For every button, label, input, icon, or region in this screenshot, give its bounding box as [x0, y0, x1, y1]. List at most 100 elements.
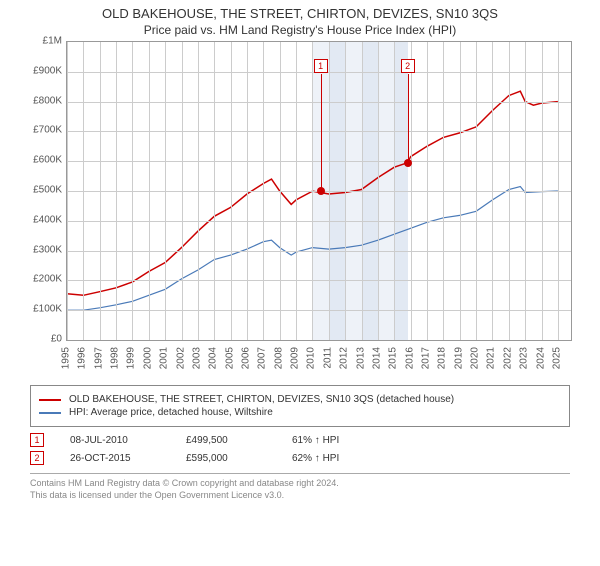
sale-marker-dot — [404, 159, 412, 167]
legend-item-hpi: HPI: Average price, detached house, Wilt… — [39, 407, 561, 418]
gridline-v — [198, 42, 199, 340]
gridline-v — [329, 42, 330, 340]
gridline-v — [492, 42, 493, 340]
gridline-h — [67, 131, 571, 132]
gridline-v — [476, 42, 477, 340]
gridline-h — [67, 161, 571, 162]
footer: Contains HM Land Registry data © Crown c… — [30, 473, 570, 501]
x-axis-label: 2002 — [175, 347, 186, 369]
x-axis-label: 2005 — [224, 347, 235, 369]
legend-swatch-property — [39, 399, 61, 401]
plot-area: 12 — [66, 41, 572, 341]
chart-area: 12 £0£100K£200K£300K£400K£500K£600K£700K… — [20, 41, 580, 381]
x-axis-label: 2001 — [159, 347, 170, 369]
y-axis-label: £800K — [22, 95, 62, 106]
x-axis-label: 2022 — [502, 347, 513, 369]
gridline-v — [378, 42, 379, 340]
gridline-v — [345, 42, 346, 340]
gridline-v — [460, 42, 461, 340]
sale-row-1: 1 08-JUL-2010 £499,500 61% ↑ HPI — [30, 433, 570, 447]
sale-rel: 62% ↑ HPI — [292, 453, 339, 464]
x-axis-label: 1999 — [126, 347, 137, 369]
x-axis-label: 2010 — [306, 347, 317, 369]
x-axis-label: 2019 — [453, 347, 464, 369]
x-axis-label: 1997 — [93, 347, 104, 369]
footer-line-1: Contains HM Land Registry data © Crown c… — [30, 478, 570, 490]
gridline-v — [83, 42, 84, 340]
gridline-v — [558, 42, 559, 340]
y-axis-label: £600K — [22, 155, 62, 166]
gridline-v — [100, 42, 101, 340]
gridline-h — [67, 251, 571, 252]
sale-marker-icon: 1 — [30, 433, 44, 447]
sale-marker-box: 1 — [314, 59, 328, 73]
gridline-v — [427, 42, 428, 340]
gridline-v — [411, 42, 412, 340]
gridline-h — [67, 280, 571, 281]
x-axis-label: 2023 — [519, 347, 530, 369]
sale-marker-dot — [317, 187, 325, 195]
x-axis-label: 2012 — [339, 347, 350, 369]
y-axis-label: £1M — [22, 36, 62, 47]
gridline-v — [280, 42, 281, 340]
gridline-v — [542, 42, 543, 340]
x-axis-label: 2016 — [404, 347, 415, 369]
gridline-v — [214, 42, 215, 340]
legend-item-property: OLD BAKEHOUSE, THE STREET, CHIRTON, DEVI… — [39, 394, 561, 405]
x-axis-label: 2006 — [241, 347, 252, 369]
gridline-v — [362, 42, 363, 340]
legend-swatch-hpi — [39, 412, 61, 414]
y-axis-label: £100K — [22, 304, 62, 315]
y-axis-label: £200K — [22, 274, 62, 285]
x-axis-label: 2011 — [322, 347, 333, 369]
sale-date: 26-OCT-2015 — [70, 453, 160, 464]
sale-row-2: 2 26-OCT-2015 £595,000 62% ↑ HPI — [30, 451, 570, 465]
x-axis-label: 2008 — [273, 347, 284, 369]
x-axis-label: 2017 — [421, 347, 432, 369]
x-axis-label: 2020 — [470, 347, 481, 369]
x-axis-label: 2018 — [437, 347, 448, 369]
x-axis-label: 2015 — [388, 347, 399, 369]
gridline-h — [67, 102, 571, 103]
x-axis-label: 2007 — [257, 347, 268, 369]
sales-table: 1 08-JUL-2010 £499,500 61% ↑ HPI 2 26-OC… — [30, 433, 570, 465]
y-axis-label: £400K — [22, 214, 62, 225]
sale-marker-line — [408, 74, 409, 163]
chart-subtitle: Price paid vs. HM Land Registry's House … — [0, 23, 600, 37]
sale-marker-icon: 2 — [30, 451, 44, 465]
x-axis-label: 2014 — [371, 347, 382, 369]
chart-title: OLD BAKEHOUSE, THE STREET, CHIRTON, DEVI… — [0, 6, 600, 21]
gridline-v — [182, 42, 183, 340]
gridline-v — [394, 42, 395, 340]
gridline-v — [525, 42, 526, 340]
gridline-v — [247, 42, 248, 340]
y-axis-label: £300K — [22, 244, 62, 255]
gridline-v — [263, 42, 264, 340]
gridline-h — [67, 221, 571, 222]
sale-marker-box: 2 — [401, 59, 415, 73]
x-axis-label: 2013 — [355, 347, 366, 369]
gridline-v — [67, 42, 68, 340]
legend-box: OLD BAKEHOUSE, THE STREET, CHIRTON, DEVI… — [30, 385, 570, 427]
legend-label-hpi: HPI: Average price, detached house, Wilt… — [69, 407, 273, 418]
x-axis-label: 2024 — [535, 347, 546, 369]
sale-rel: 61% ↑ HPI — [292, 435, 339, 446]
x-axis-label: 2025 — [551, 347, 562, 369]
sale-price: £499,500 — [186, 435, 266, 446]
x-axis-label: 1995 — [61, 347, 72, 369]
gridline-v — [509, 42, 510, 340]
gridline-v — [165, 42, 166, 340]
x-axis-label: 2009 — [290, 347, 301, 369]
footer-line-2: This data is licensed under the Open Gov… — [30, 490, 570, 502]
x-axis-label: 1998 — [110, 347, 121, 369]
gridline-v — [443, 42, 444, 340]
gridline-v — [231, 42, 232, 340]
sale-date: 08-JUL-2010 — [70, 435, 160, 446]
sale-price: £595,000 — [186, 453, 266, 464]
y-axis-label: £900K — [22, 65, 62, 76]
y-axis-label: £700K — [22, 125, 62, 136]
x-axis-label: 1996 — [77, 347, 88, 369]
gridline-h — [67, 310, 571, 311]
y-axis-label: £0 — [22, 334, 62, 345]
x-axis-label: 2000 — [142, 347, 153, 369]
